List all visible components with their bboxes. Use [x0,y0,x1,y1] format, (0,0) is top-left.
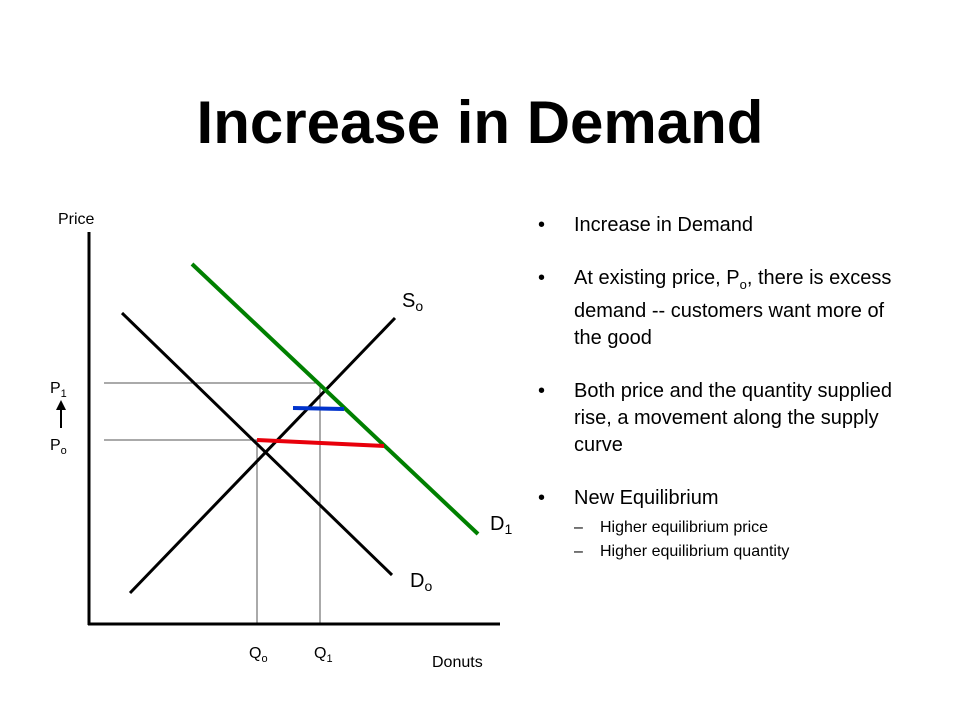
sub-bullet-text: Higher equilibrium price [600,519,769,536]
bullet-text: New Equilibrium [574,487,719,509]
slide-title: Increase in Demand [196,89,764,156]
bullet-marker: • [538,380,546,402]
sub-bullet-marker: – [574,543,583,560]
price-rise-arrowhead [56,400,66,410]
bullet-increase-in-demand: • Increase in Demand [538,212,898,239]
bullet-price-quantity-rise: • Both price and the quantity supplied r… [538,378,898,459]
bullet-marker: • [538,267,546,289]
supply-curve-label: So [402,290,423,314]
qo-label: Qo [249,645,268,665]
excess-demand-line-intermediate [292,406,345,411]
y-axis-label: Price [58,211,95,228]
bullet-excess-demand: • At existing price, Po, there is excess… [538,265,898,352]
demand-curve-new [190,262,480,536]
sub-bullet-higher-price: – Higher equilibrium price [574,516,898,540]
bullet-text: Both price and the quantity supplied ris… [574,380,892,456]
supply-curve [128,316,397,595]
bullet-text: At existing price, Po, there is excess d… [574,267,892,349]
bullet-text: Increase in Demand [574,214,753,236]
demand-old-label: Do [410,570,432,594]
sub-bullet-list: – Higher equilibrium price – Higher equi… [574,516,898,564]
q1-label: Q1 [314,645,333,665]
sub-bullet-text: Higher equilibrium quantity [600,543,790,560]
sub-bullet-higher-quantity: – Higher equilibrium quantity [574,540,898,564]
x-axis-label: Donuts [432,654,483,671]
bullet-list: • Increase in Demand • At existing price… [538,212,898,590]
po-label: Po [50,437,67,457]
bullet-new-equilibrium: • New Equilibrium – Higher equilibrium p… [538,485,898,564]
excess-demand-line-po [256,438,385,448]
demand-new-label: D1 [490,513,512,537]
demand-curve-old [120,311,394,577]
p1-label: P1 [50,380,67,400]
sub-bullet-marker: – [574,519,583,536]
bullet-marker: • [538,214,546,236]
bullet-marker: • [538,487,546,509]
